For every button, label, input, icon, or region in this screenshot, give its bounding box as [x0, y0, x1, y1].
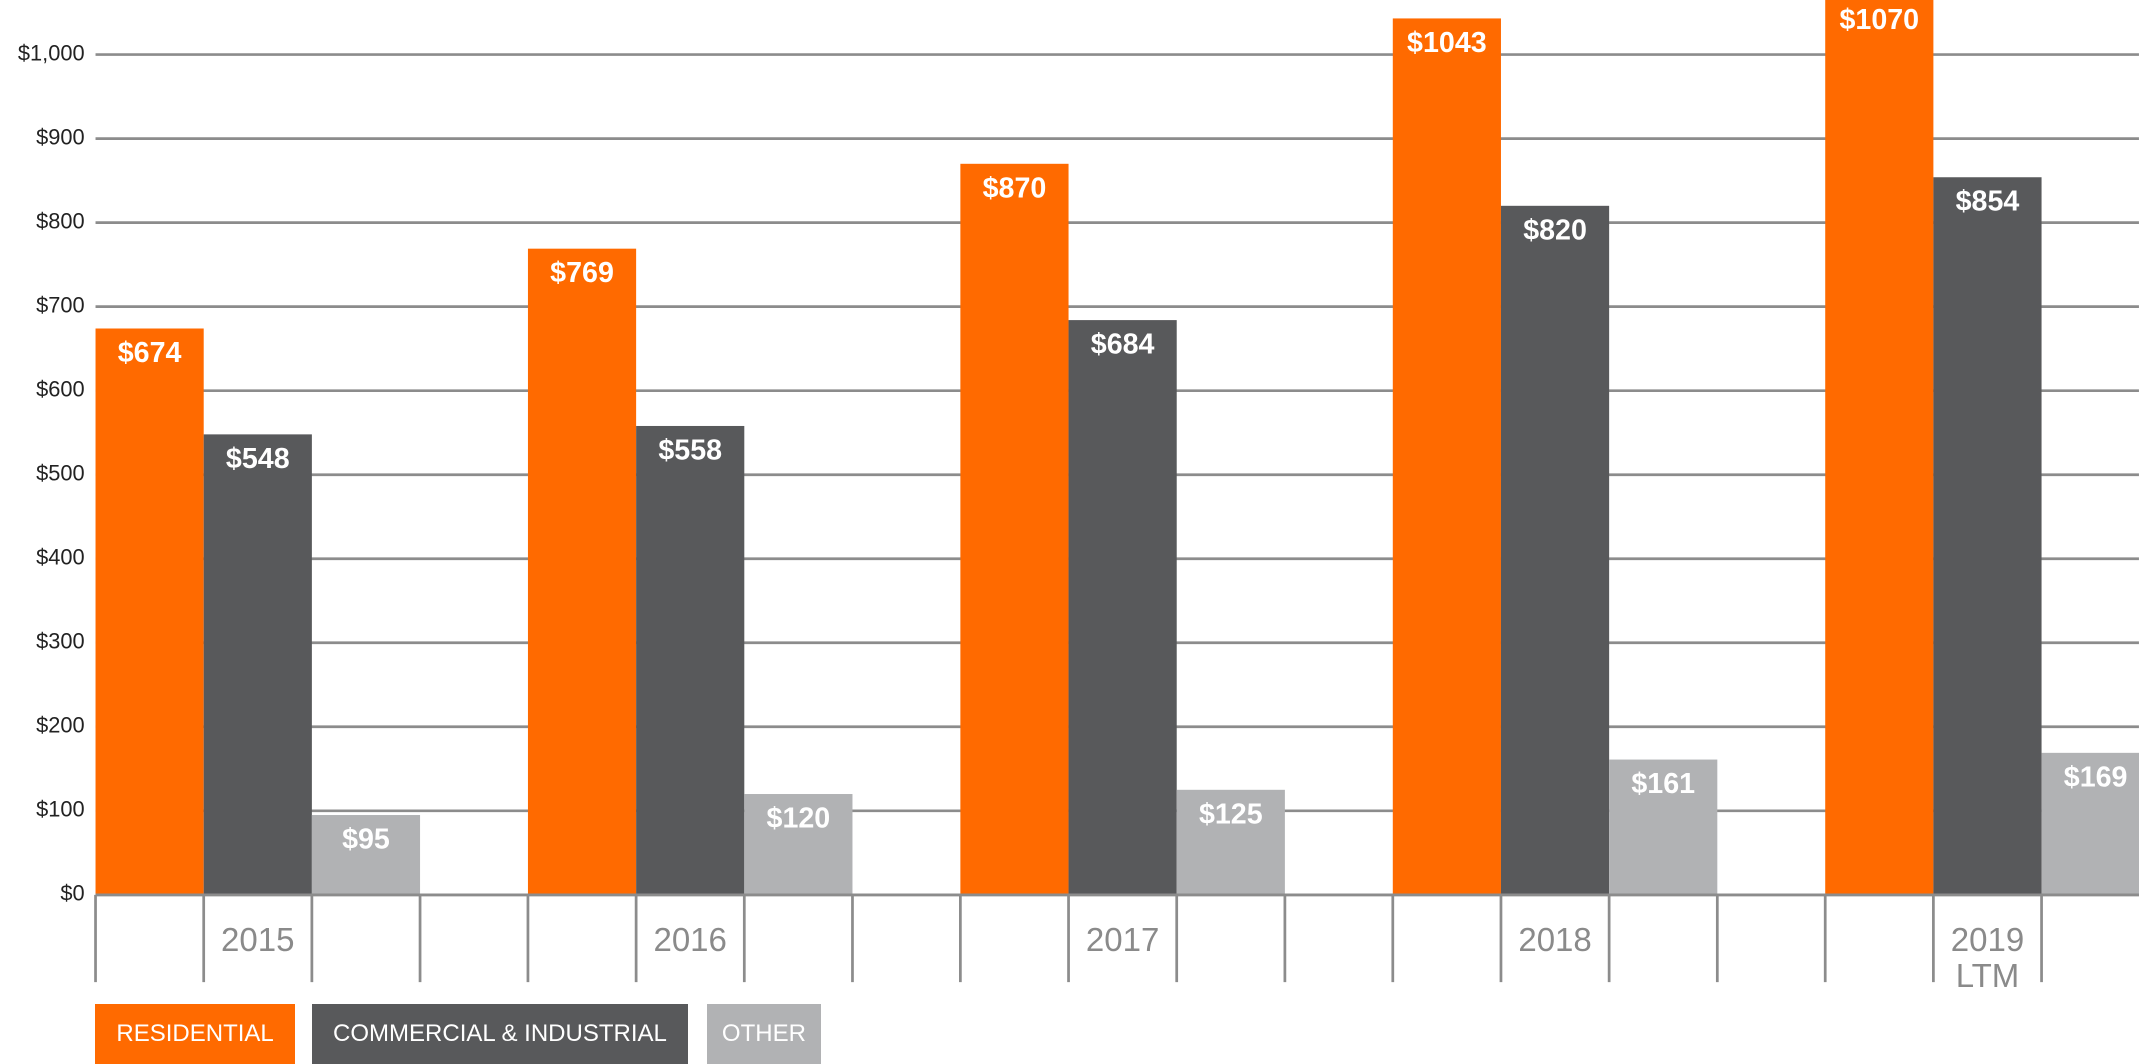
value-label: $169 — [2064, 761, 2128, 793]
y-tick-label: $800 — [36, 208, 85, 233]
legend-item: COMMERCIAL & INDUSTRIAL — [312, 1004, 688, 1064]
y-tick-label: $1,000 — [18, 40, 85, 65]
value-label: $870 — [983, 172, 1047, 204]
value-label: $125 — [1199, 798, 1263, 830]
value-label: $820 — [1523, 214, 1587, 246]
value-label: $558 — [658, 434, 722, 466]
y-tick-label: $200 — [36, 713, 85, 738]
bar — [1068, 320, 1177, 895]
bar — [2041, 752, 2139, 895]
bar — [744, 794, 853, 895]
y-tick-label: $500 — [36, 460, 85, 485]
bar — [1825, 0, 1934, 895]
x-tick-label: 2015 — [221, 921, 295, 959]
bar — [1933, 177, 2042, 895]
value-label: $854 — [1956, 186, 2020, 218]
y-tick-label: $400 — [36, 545, 85, 570]
bar — [960, 163, 1069, 895]
y-tick-label: $100 — [36, 797, 85, 822]
value-label: $684 — [1091, 329, 1155, 361]
bar — [95, 328, 204, 895]
value-label: $674 — [118, 337, 182, 369]
y-tick-label: $600 — [36, 376, 85, 401]
value-label: $548 — [226, 443, 290, 475]
value-label: $120 — [767, 802, 831, 834]
value-label: $1070 — [1839, 4, 1919, 36]
bar — [1392, 18, 1501, 895]
legend-item: OTHER — [706, 1004, 822, 1064]
bar — [527, 248, 637, 895]
bar — [1500, 205, 1610, 895]
x-tick-label: 2018 — [1518, 921, 1592, 959]
y-tick-label: $900 — [36, 124, 85, 149]
bar — [1609, 759, 1718, 895]
bar — [636, 425, 745, 895]
value-label: $769 — [550, 257, 614, 289]
legend-item: RESIDENTIAL — [95, 1004, 295, 1064]
x-tick-label: 2019 LTM — [1950, 921, 2025, 995]
bar — [1176, 789, 1285, 895]
bar — [203, 434, 312, 895]
value-label: $161 — [1631, 768, 1695, 800]
y-tick-label: $300 — [36, 629, 85, 654]
value-label: $1043 — [1407, 27, 1487, 59]
x-tick-label: 2016 — [653, 921, 727, 959]
y-tick-label: $0 — [60, 881, 84, 906]
y-tick-label: $700 — [36, 292, 85, 317]
bar — [311, 815, 421, 895]
value-label: $95 — [342, 824, 390, 856]
x-tick-label: 2017 — [1085, 921, 1160, 959]
